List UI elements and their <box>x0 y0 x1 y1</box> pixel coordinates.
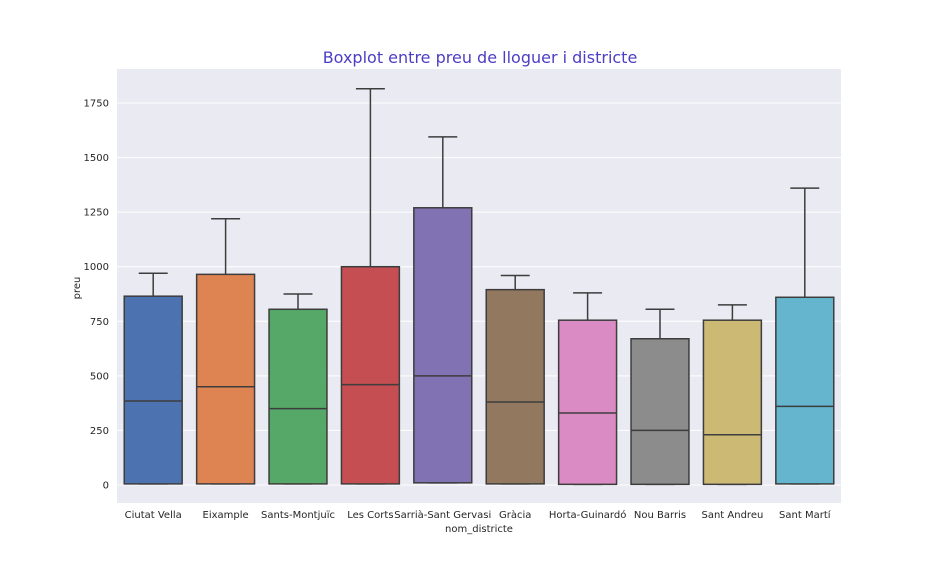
chart-title: Boxplot entre preu de lloguer i district… <box>323 48 638 67</box>
y-tick-label: 750 <box>90 317 109 328</box>
box-rect <box>702 319 763 486</box>
box-6 <box>485 274 545 485</box>
x-tick-label: Sant Martí <box>779 509 832 521</box>
x-tick-label: Nou Barris <box>634 510 686 521</box>
box-rect <box>340 265 401 485</box>
boxes <box>123 88 835 486</box>
box-rect <box>775 296 835 485</box>
box-8 <box>630 308 690 486</box>
box-rect <box>195 273 256 485</box>
box-rect <box>630 337 690 486</box>
box-rect <box>557 319 618 486</box>
x-ticks: Ciutat Vella Eixample Sants-Montjuïc Les Co… <box>125 509 832 521</box>
y-tick-label: 1250 <box>84 208 109 219</box>
box-rect <box>123 295 183 485</box>
y-tick-label: 250 <box>90 426 109 437</box>
box-rect <box>268 308 328 485</box>
x-tick-label: Ciutat Vella <box>125 510 182 521</box>
x-tick-label: Les Corts <box>347 510 393 521</box>
x-tick-label: Sarrià-Sant Gervasi <box>394 509 491 521</box>
box-9 <box>702 304 763 486</box>
box-2 <box>195 217 256 485</box>
box-3 <box>268 293 328 485</box>
box-5 <box>413 136 473 484</box>
y-tick-label: 1500 <box>84 153 109 164</box>
box-rect <box>413 207 473 484</box>
y-tick-label: 1000 <box>84 262 109 273</box>
y-tick-label: 500 <box>90 371 109 382</box>
x-tick-label: Horta-Guinardó <box>549 509 627 521</box>
y-axis-label: preu <box>72 277 83 300</box>
x-tick-label: Sant Andreu <box>701 510 763 521</box>
box-rect <box>485 288 545 485</box>
x-tick-label: Gràcia <box>499 509 531 521</box>
box-1 <box>123 272 183 485</box>
box-4 <box>340 88 401 485</box>
y-tick-label: 1750 <box>84 99 109 110</box>
box-10 <box>775 187 835 485</box>
y-ticks: 0 250 500 750 1000 1250 1500 1750 <box>84 99 109 492</box>
x-tick-label: Eixample <box>203 510 249 521</box>
x-tick-label: Sants-Montjuïc <box>261 510 335 521</box>
box-7 <box>557 292 618 486</box>
x-axis-label: nom_districte <box>445 524 513 535</box>
y-tick-label: 0 <box>103 481 109 492</box>
